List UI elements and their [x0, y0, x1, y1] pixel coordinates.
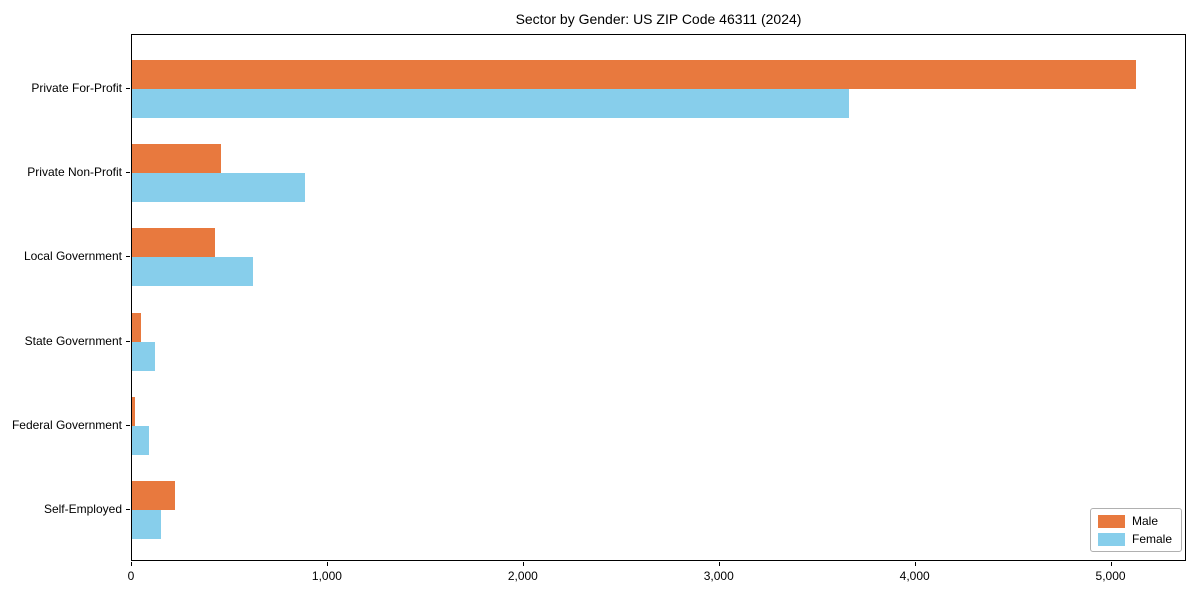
legend-entry-male: Male: [1097, 514, 1172, 528]
x-axis-tick-label: 1,000: [311, 569, 342, 583]
y-axis-tick: [126, 88, 130, 89]
bar-female-state-government: [132, 341, 155, 371]
x-axis-tick-label: 0: [127, 569, 135, 583]
x-axis-tick: [914, 562, 916, 566]
x-axis-tick-label: 4,000: [899, 569, 930, 583]
plot-area: Male Female: [131, 34, 1186, 561]
x-axis-tick: [1110, 562, 1112, 566]
y-axis-category-label: Private For-Profit: [31, 81, 122, 95]
y-axis-tick: [126, 424, 130, 426]
y-axis-tick: [126, 340, 130, 342]
y-axis-category-label: Federal Government: [11, 417, 122, 432]
y-axis-tick: [126, 172, 130, 174]
y-axis-category-label: State Government: [24, 333, 122, 348]
bar-male-self-employed: [132, 481, 175, 510]
x-axis-tick: [522, 562, 524, 566]
legend-label-female: Female: [1131, 532, 1172, 546]
legend: Male Female: [1089, 508, 1182, 552]
chart-title: Sector by Gender: US ZIP Code 46311 (202…: [515, 11, 802, 27]
bar-male-federal-government: [132, 396, 135, 426]
legend-swatch-female: [1097, 532, 1125, 546]
bar-female-private-non-profit: [132, 173, 305, 203]
bar-male-state-government: [132, 312, 141, 342]
legend-swatch-male: [1097, 514, 1125, 528]
x-axis-tick: [131, 562, 132, 566]
y-axis-category-label: Local Government: [23, 249, 122, 264]
y-axis-category-label: Self-Employed: [43, 502, 122, 516]
bar-male-private-non-profit: [132, 144, 221, 174]
legend-entry-female: Female: [1097, 532, 1172, 546]
x-axis-tick: [326, 562, 328, 566]
bar-female-federal-government: [132, 425, 149, 455]
bar-female-private-for-profit: [132, 89, 849, 118]
y-axis-category-label: Private Non-Profit: [27, 165, 122, 180]
bar-male-private-for-profit: [132, 60, 1136, 89]
y-axis-tick: [126, 256, 130, 258]
y-axis-tick: [126, 509, 130, 510]
x-axis-tick: [718, 562, 720, 566]
bar-female-local-government: [132, 257, 253, 287]
bar-male-local-government: [132, 228, 215, 258]
x-axis-tick-label: 2,000: [507, 569, 538, 583]
x-axis-tick-label: 5,000: [1095, 569, 1126, 583]
legend-label-male: Male: [1131, 514, 1158, 528]
x-axis-tick-label: 3,000: [703, 569, 734, 583]
bar-female-self-employed: [132, 510, 161, 539]
